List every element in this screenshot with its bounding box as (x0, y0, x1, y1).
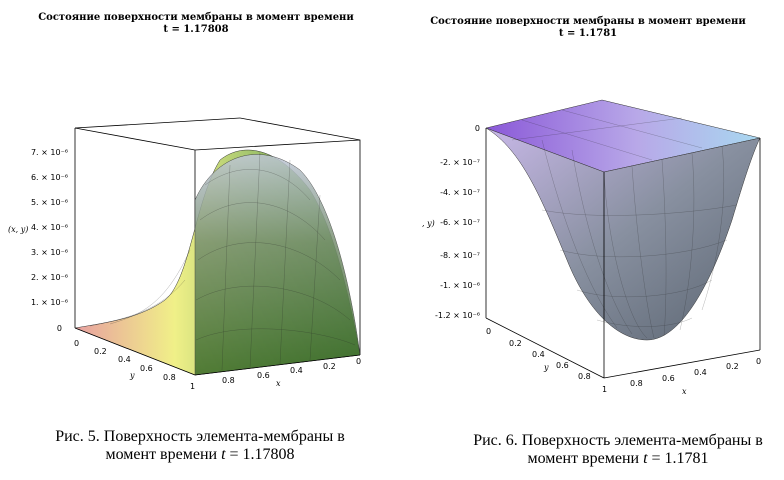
figure-6-z-label: , y) (422, 219, 435, 228)
figure-6-surface-bowl (485, 127, 761, 341)
figure-5-z-tick: 2. × 10⁻⁶ (31, 273, 68, 282)
figure-5-caption-mid: момент времени (105, 446, 222, 463)
figure-6-x-axis: 1 0.8 0.6 0.4 0.2 0 x (602, 357, 761, 396)
figure-6-caption-mid: момент времени (527, 450, 644, 467)
figure-6-z-tick: -1.2 × 10⁻⁶ (435, 311, 480, 320)
figure-6-z-tick: -1. × 10⁻⁶ (440, 281, 480, 290)
figure-5-x-axis: 0.8 0.6 0.4 0.2 0 x (222, 357, 361, 388)
figure-5-z-tick: 7. × 10⁻⁶ (31, 148, 68, 157)
figure-5-title-line2: t = 1.17808 (163, 24, 229, 35)
figure-6-x-tick: 0.2 (726, 362, 739, 371)
figure-6-caption: Рис. 6. Поверхность элемента-мембраны в … (458, 432, 778, 468)
figure-6-y-tick: 0.6 (556, 361, 569, 370)
figure-6-title: Состояние поверхности мембраны в момент … (392, 16, 784, 40)
figure-5-title-line1: Состояние поверхности мембраны в момент … (38, 12, 354, 23)
figure-5-caption-value: = 1.17808 (225, 446, 295, 463)
figure-5-y-tick: 0.8 (163, 373, 176, 382)
figure-6-caption-line2: момент времени t = 1.1781 (458, 450, 778, 468)
figure-5-z-tick: 5. × 10⁻⁶ (31, 198, 68, 207)
figure-6-plot: 0 -2. × 10⁻⁷ -4. × 10⁻⁷ -6. × 10⁻⁷ -8. ×… (422, 99, 761, 396)
figure-5-z-label: (x, y) (8, 225, 28, 234)
figure-6-z-tick: -8. × 10⁻⁷ (440, 251, 480, 260)
figure-5-z-tick: 6. × 10⁻⁶ (31, 173, 68, 182)
figure-6-y-tick: 0 (486, 327, 491, 336)
figure-5-z-tick: 0 (57, 324, 62, 333)
figure-5-x-tick: 0.8 (222, 376, 235, 385)
figure-6-x-tick: 0.4 (694, 368, 707, 377)
figure-5-z-tick: 3. × 10⁻⁶ (31, 248, 68, 257)
figure-5-x-tick: 0.6 (257, 371, 270, 380)
figure-6-title-line2: t = 1.1781 (558, 28, 618, 39)
figure-6-y-tick: 0.2 (509, 339, 522, 348)
figure-5-y-axis: 0 0.2 0.4 0.6 0.8 1 y (74, 339, 195, 391)
figure-5-x-label: x (276, 379, 281, 388)
figure-6-z-axis: 0 -2. × 10⁻⁷ -4. × 10⁻⁷ -6. × 10⁻⁷ -8. ×… (422, 124, 480, 320)
figure-6-y-axis: 0 0.2 0.4 0.6 0.8 y (486, 327, 591, 381)
figure-6-z-tick: -2. × 10⁻⁷ (440, 158, 480, 167)
figure-6-y-tick: 0.8 (578, 372, 591, 381)
figure-5-caption-line1: Рис. 5. Поверхность элемента-мембраны в (55, 428, 345, 445)
figure-5-x-tick: 0 (356, 357, 361, 366)
figure-5-surface-front (194, 154, 361, 376)
figure-5-caption: Рис. 5. Поверхность элемента-мембраны в … (40, 428, 360, 464)
figure-5-caption-line2: момент времени t = 1.17808 (40, 446, 360, 464)
figure-5-y-tick: 0.6 (140, 364, 153, 373)
figure-6-y-label: y (543, 363, 549, 372)
figure-5: Состояние поверхности мембраны в момент … (0, 12, 392, 464)
figure-5-y-tick: 0.4 (118, 355, 131, 364)
figure-6-x-tick: 0 (756, 357, 761, 366)
figure-6-box (485, 128, 761, 379)
figure-6-caption-line1: Рис. 6. Поверхность элемента-мембраны в (473, 432, 763, 449)
figure-6-x-tick: 0.6 (662, 374, 675, 383)
figure-5-caption-var: t (221, 446, 226, 463)
figure-6-title-line1: Состояние поверхности мембраны в момент … (430, 16, 746, 27)
figure-5-y-tick: 1 (190, 382, 195, 391)
figure-5-z-axis: 0 1. × 10⁻⁶ 2. × 10⁻⁶ 3. × 10⁻⁶ 4. × 10⁻… (8, 148, 68, 333)
figure-5-x-tick: 0.2 (323, 362, 336, 371)
figure-6: Состояние поверхности мембраны в момент … (392, 0, 784, 480)
figure-5-title: Состояние поверхности мембраны в момент … (0, 12, 392, 36)
figure-5-z-tick: 1. × 10⁻⁶ (31, 298, 68, 307)
figure-6-caption-value: = 1.1781 (647, 450, 709, 467)
figure-5-z-tick: 4. × 10⁻⁶ (31, 223, 68, 232)
figure-6-z-tick: 0 (475, 124, 480, 133)
figure-6-z-tick: -6. × 10⁻⁷ (440, 218, 480, 227)
figure-5-y-tick: 0 (74, 339, 79, 348)
figure-6-caption-var: t (643, 450, 648, 467)
figure-5-y-label: y (129, 371, 135, 380)
figure-5-plot: 0 1. × 10⁻⁶ 2. × 10⁻⁶ 3. × 10⁻⁶ 4. × 10⁻… (8, 117, 361, 391)
figure-6-y-tick: 0.4 (532, 350, 545, 359)
figure-6-x-tick: 1 (602, 385, 607, 394)
figure-6-z-tick: -4. × 10⁻⁷ (440, 188, 480, 197)
figure-5-base (74, 327, 361, 376)
figure-5-y-tick: 0.2 (94, 347, 107, 356)
figure-5-x-tick: 0.4 (290, 366, 303, 375)
figure-6-x-label: x (682, 387, 687, 396)
figure-6-x-tick: 0.8 (630, 379, 643, 388)
